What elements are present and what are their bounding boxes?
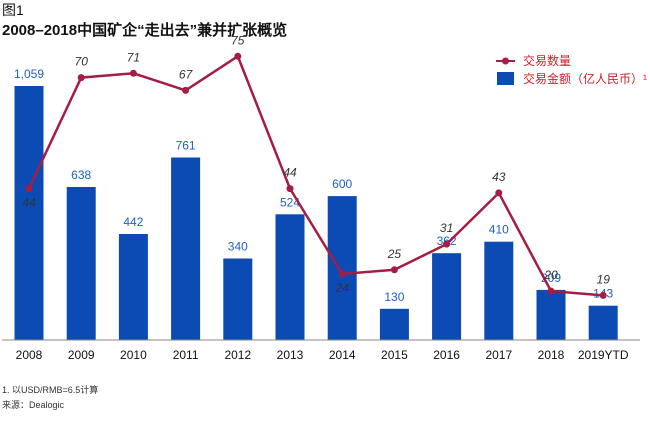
bar-2019YTD [588,305,618,340]
deal-count-marker [599,291,607,299]
deal-count-label: 44 [283,166,297,180]
bar-2017 [484,241,514,340]
x-tick-label: 2015 [381,348,408,362]
figure-label: 图1 [2,2,24,18]
bar-value-label: 638 [71,168,91,182]
bar-value-label: 410 [489,223,509,237]
x-tick-label: 2012 [224,348,251,362]
footnote: 1. 以USD/RMB=6.5计算 [2,385,99,395]
deal-count-label: 25 [387,247,402,261]
deal-count-label: 31 [440,221,453,235]
bar-2009 [66,187,96,340]
deal-count-marker [390,266,398,274]
chart-notes: 1. 以USD/RMB=6.5计算 来源：Dealogic [2,383,98,413]
x-tick-label: 2011 [173,348,199,362]
deal-count-marker [25,185,33,193]
legend: 交易数量 交易金额（亿人民币）¹ [496,53,647,86]
bar-value-label: 130 [384,290,404,304]
bar-value-label: 442 [123,215,143,229]
source-note: 来源：Dealogic [2,400,65,410]
bar-2016 [432,253,462,340]
bar-value-labels: 1,059638442761340524600130362410209143 [14,67,614,304]
deal-count-marker [129,69,137,77]
bar-2018 [536,289,566,340]
deal-count-marker [495,189,503,197]
chart-title: 2008–2018中国矿企“走出去”兼并扩张概览 [2,22,288,39]
x-tick-label: 2009 [68,348,95,362]
x-tick-label: 2019YTD [578,348,629,362]
bar-2012 [223,258,253,340]
bar-2015 [379,308,409,340]
x-axis-tick-labels: 2008 2009 2010 2011 2012 2013 2014 2015 2016 2017… [16,348,629,362]
x-tick-label: 2013 [277,348,304,362]
bar-value-label: 340 [228,240,248,254]
deal-count-marker [443,240,451,248]
deal-count-marker [234,52,242,60]
deal-count-marker [338,270,346,278]
deal-count-label: 75 [231,33,245,47]
bar-2014 [327,196,357,340]
legend-label-amount: 交易金额（亿人民币）¹ [523,71,647,86]
x-tick-label: 2008 [16,348,43,362]
deal-count-label: 67 [179,67,194,81]
legend-label-count: 交易数量 [523,53,571,68]
bar-2013 [275,214,305,340]
legend-marker-swatch [502,57,509,65]
line-value-labels: 44 70 71 67 75 44 24 25 31 43 20 19 [22,33,610,295]
x-tick-label: 2010 [120,348,147,362]
deal-count-label: 70 [75,55,89,69]
deal-count-label: 44 [22,196,36,210]
deal-count-label: 19 [597,272,611,286]
bar-2008 [14,86,44,340]
bar-value-label: 761 [176,139,196,153]
deal-count-marker [77,74,85,82]
bar-2011 [171,157,201,340]
deal-count-label: 43 [492,170,506,184]
deal-count-marker [286,185,294,193]
deal-count-label: 24 [335,281,350,295]
x-tick-label: 2018 [538,348,565,362]
x-tick-label: 2014 [329,348,356,362]
deal-count-marker [182,86,190,94]
bar-value-label: 1,059 [14,67,44,81]
line-series [25,52,607,299]
deal-count-label: 20 [543,268,558,282]
x-tick-label: 2017 [485,348,512,362]
deal-count-marker [547,287,555,295]
deal-count-line [27,54,604,297]
bar-series [14,86,618,340]
bar-value-label: 600 [332,177,352,191]
x-tick-label: 2016 [433,348,460,362]
bar-2010 [118,234,148,340]
deal-count-label: 71 [127,50,140,64]
legend-bar-swatch [497,72,514,85]
